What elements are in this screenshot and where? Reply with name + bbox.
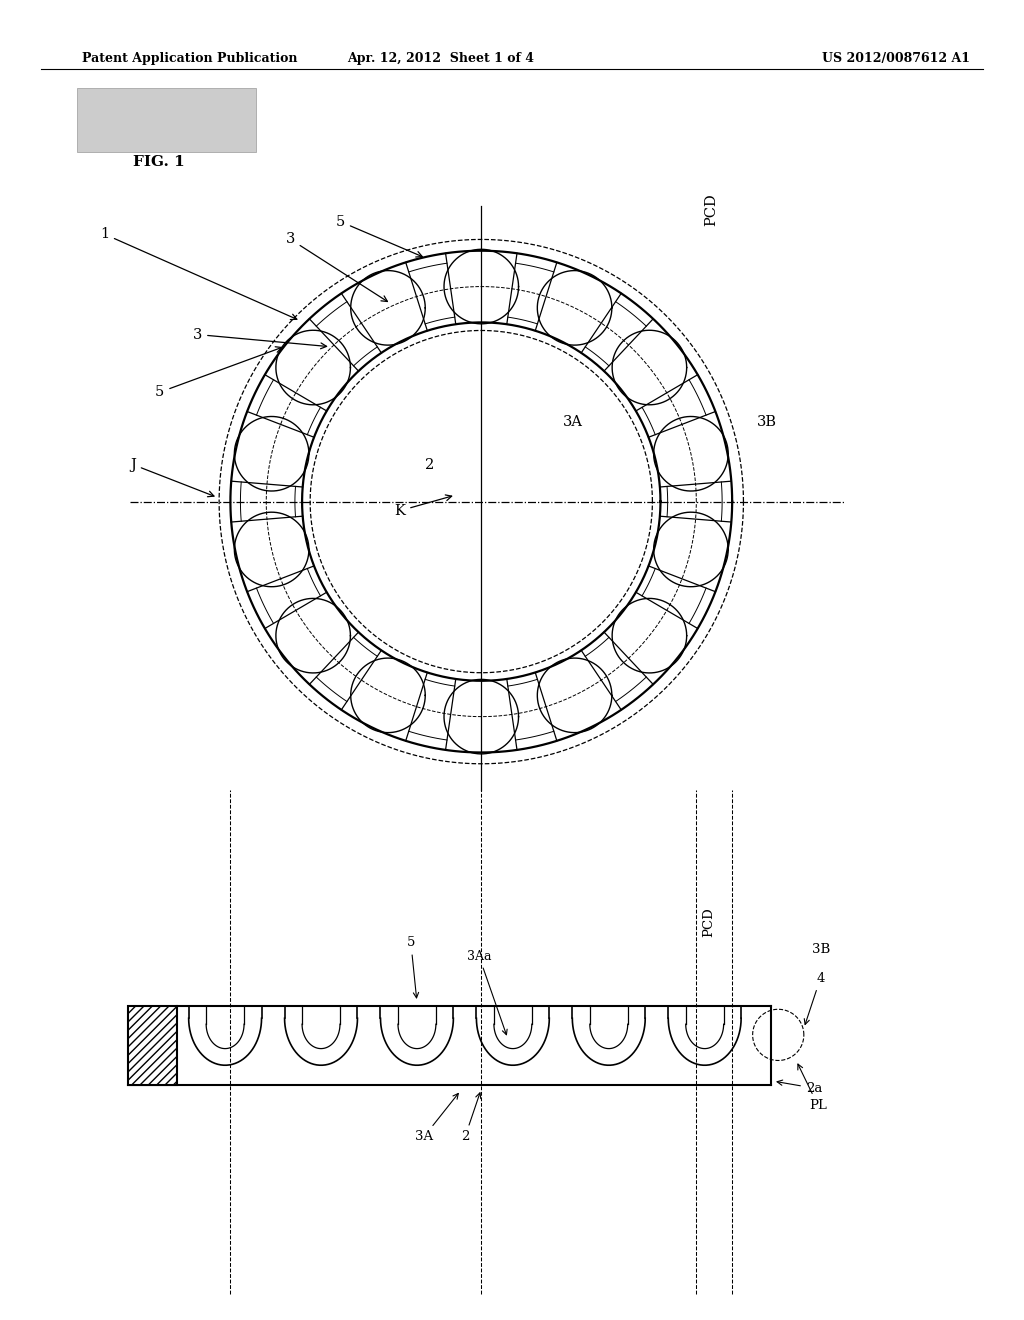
Text: Apr. 12, 2012  Sheet 1 of 4: Apr. 12, 2012 Sheet 1 of 4	[347, 51, 534, 65]
Bar	[128, 1006, 177, 1085]
Text: PL: PL	[798, 1064, 826, 1111]
Text: 2: 2	[425, 458, 434, 473]
Text: 3: 3	[286, 232, 387, 301]
Text: 3: 3	[193, 327, 327, 348]
Text: 3Aa: 3Aa	[467, 949, 507, 1035]
Text: 5: 5	[155, 347, 282, 399]
Text: 4: 4	[804, 972, 824, 1024]
Text: Patent Application Publication: Patent Application Publication	[82, 51, 297, 65]
Text: K: K	[394, 495, 452, 517]
Text: J: J	[130, 458, 214, 496]
Text: 1: 1	[100, 227, 297, 319]
Text: 3A: 3A	[415, 1093, 459, 1143]
Bar	[77, 88, 256, 152]
Text: 5: 5	[407, 936, 419, 998]
Text: PCD: PCD	[705, 193, 719, 226]
Text: 3B: 3B	[758, 416, 777, 429]
Text: 5: 5	[336, 215, 422, 257]
Text: FIG. 1: FIG. 1	[133, 156, 184, 169]
Text: US 2012/0087612 A1: US 2012/0087612 A1	[822, 51, 970, 65]
Text: 3B: 3B	[812, 942, 830, 956]
Text: 2: 2	[461, 1093, 481, 1143]
Text: 3A: 3A	[563, 416, 583, 429]
Text: PCD: PCD	[702, 907, 716, 937]
Text: 2a: 2a	[777, 1080, 822, 1094]
